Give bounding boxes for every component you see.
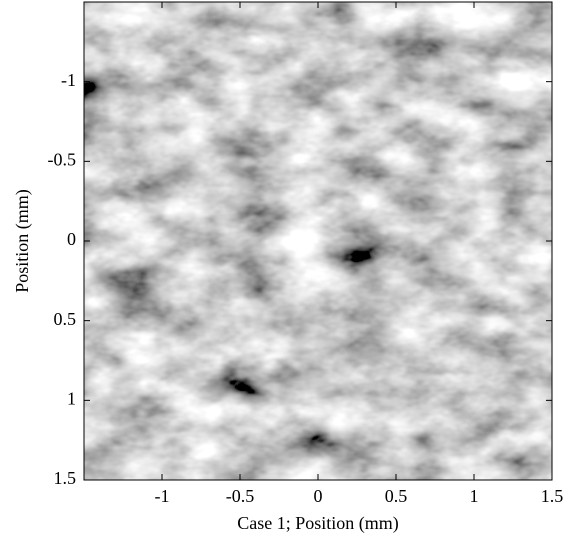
y-tick-label: 1	[67, 388, 76, 408]
x-tick-label: 1.5	[541, 486, 564, 506]
y-tick-label: 0	[67, 229, 76, 249]
x-tick-label: 0	[314, 486, 323, 506]
x-tick-label: -1	[155, 486, 170, 506]
x-tick-label: 0.5	[385, 486, 408, 506]
x-tick-label: 1	[470, 486, 479, 506]
y-tick-label: -0.5	[48, 149, 77, 169]
x-tick-label: -0.5	[226, 486, 255, 506]
y-tick-label: -1	[61, 70, 76, 90]
y-axis-label: Position (mm)	[12, 189, 33, 293]
x-axis-label: Case 1; Position (mm)	[237, 513, 399, 534]
y-tick-label: 1.5	[54, 468, 77, 488]
image-texture	[84, 2, 552, 480]
y-tick-label: 0.5	[54, 309, 77, 329]
